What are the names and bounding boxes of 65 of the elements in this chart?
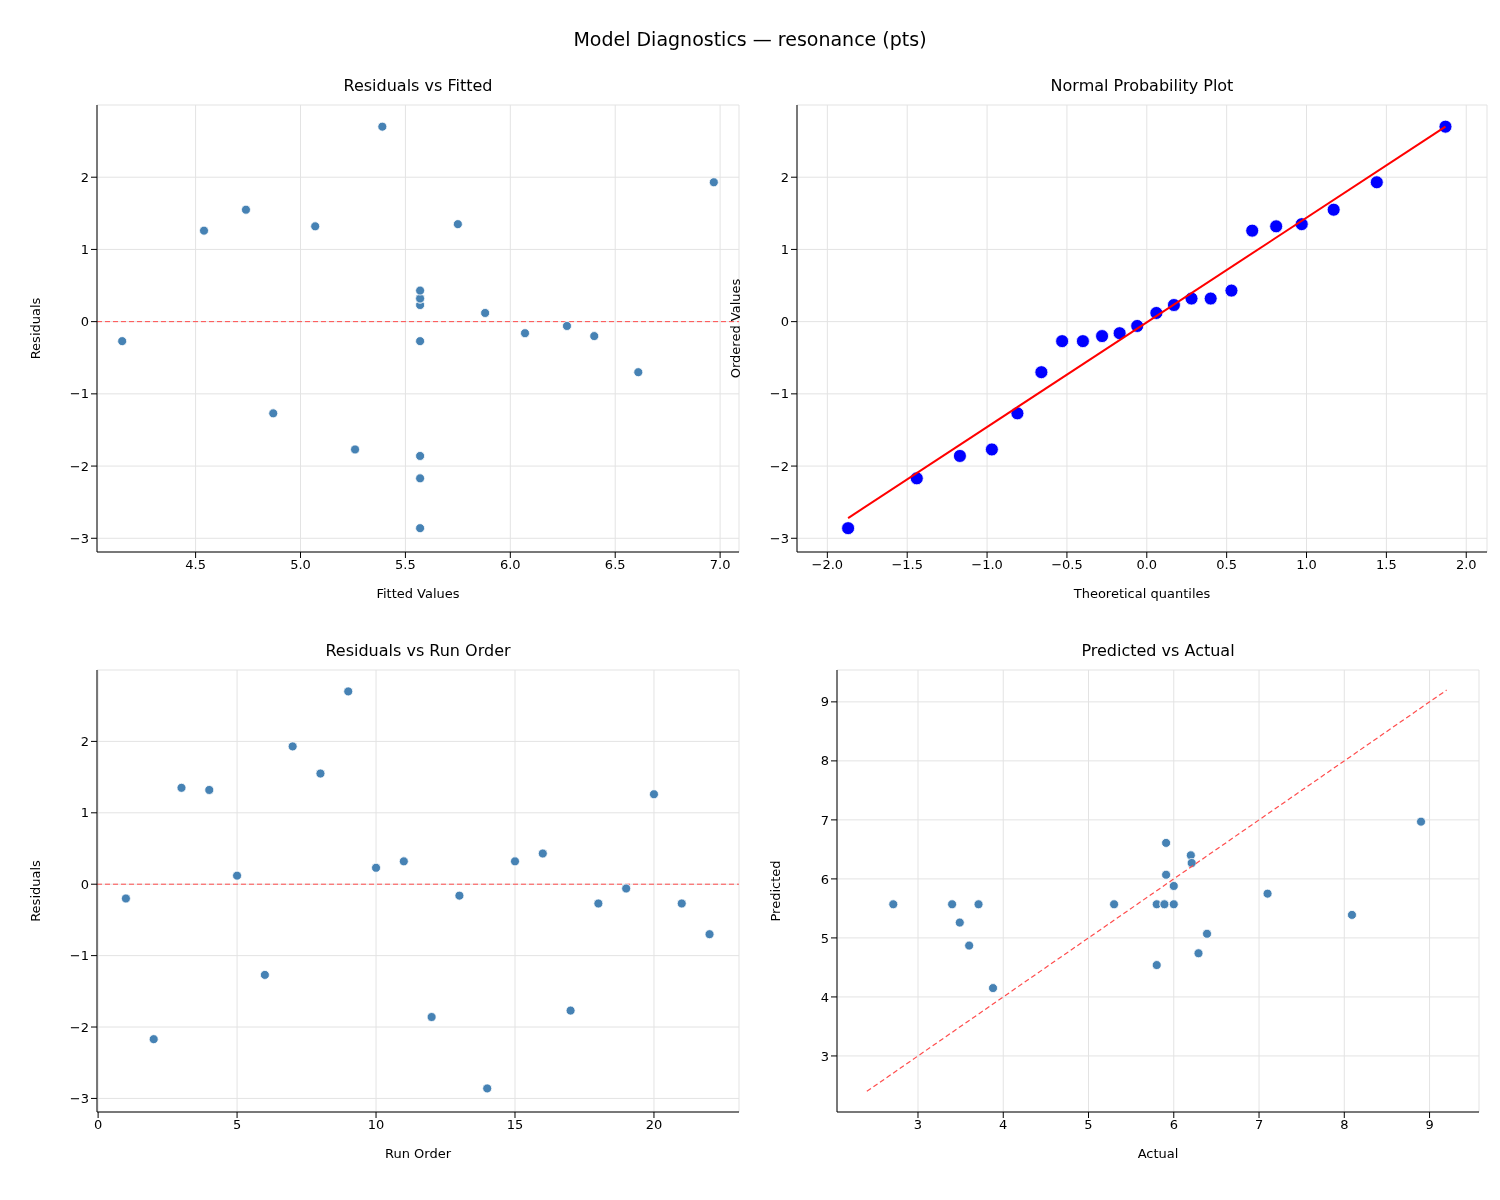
y-tick-label: −1 bbox=[69, 948, 89, 964]
y-tick-label: 2 bbox=[80, 734, 89, 750]
x-tick-label: 6.5 bbox=[604, 557, 626, 573]
x-tick-label: 0.5 bbox=[1216, 557, 1237, 573]
y-tick-label: −2 bbox=[769, 458, 789, 474]
x-tick-label: −2.0 bbox=[811, 557, 844, 573]
y-tick-label: 1 bbox=[780, 242, 789, 258]
y-tick-label: −1 bbox=[769, 386, 789, 402]
y-tick-label: −3 bbox=[69, 530, 89, 546]
x-tick-label: 6 bbox=[1169, 1117, 1178, 1133]
x-axis-title: Fitted Values bbox=[376, 586, 460, 601]
x-axis-title: Run Order bbox=[384, 1146, 452, 1161]
x-tick-label: 2.0 bbox=[1455, 557, 1477, 573]
chart-title: Normal Probability Plot bbox=[1049, 75, 1235, 97]
y-tick-label: −3 bbox=[769, 530, 789, 546]
y-axis-title: Residuals bbox=[27, 297, 43, 360]
y-tick-label: 0 bbox=[780, 314, 789, 330]
x-tick-label: 0 bbox=[93, 1117, 103, 1133]
x-tick-label: 5 bbox=[232, 1117, 242, 1133]
x-tick-label: 4 bbox=[999, 1117, 1008, 1133]
y-axis-title: Residuals bbox=[27, 859, 43, 922]
x-tick-label: 10 bbox=[367, 1117, 385, 1133]
x-axis-title: Actual bbox=[1137, 1146, 1179, 1161]
y-tick-label: 0 bbox=[80, 314, 89, 330]
x-tick-label: −1.5 bbox=[891, 557, 923, 573]
y-axis-title: Ordered Values bbox=[727, 278, 743, 379]
x-tick-label: 9 bbox=[1425, 1117, 1434, 1133]
x-tick-label: 15 bbox=[506, 1117, 524, 1133]
chart-title: Predicted vs Actual bbox=[1080, 640, 1236, 662]
y-tick-label: 9 bbox=[820, 694, 829, 710]
y-tick-label: −2 bbox=[69, 458, 89, 474]
x-tick-label: 5.5 bbox=[395, 557, 416, 573]
x-tick-label: 8 bbox=[1340, 1117, 1349, 1133]
y-tick-label: 8 bbox=[820, 753, 829, 769]
chart-title: Residuals vs Run Order bbox=[324, 640, 512, 662]
y-tick-label: 2 bbox=[80, 169, 89, 185]
y-tick-label: 4 bbox=[820, 989, 829, 1005]
text: Model Diagnostics — resonance (pts) bbox=[572, 28, 928, 50]
y-tick-label: 3 bbox=[820, 1048, 829, 1064]
x-tick-label: 3 bbox=[913, 1117, 923, 1133]
y-tick-label: 1 bbox=[80, 805, 89, 821]
x-tick-label: 5.0 bbox=[290, 557, 311, 573]
y-tick-label: 6 bbox=[820, 871, 829, 887]
chart-title: Residuals vs Fitted bbox=[342, 75, 494, 97]
y-tick-label: −2 bbox=[69, 1019, 89, 1035]
x-tick-label: 6.0 bbox=[499, 557, 521, 573]
x-tick-label: 7 bbox=[1254, 1117, 1264, 1133]
x-tick-label: 4.5 bbox=[185, 557, 206, 573]
x-tick-label: 1.0 bbox=[1296, 557, 1317, 573]
y-tick-label: 0 bbox=[80, 876, 89, 892]
x-tick-label: 5 bbox=[1084, 1117, 1093, 1133]
x-tick-label: −0.5 bbox=[1051, 557, 1083, 573]
x-tick-label: 7.0 bbox=[709, 557, 731, 573]
y-tick-label: −3 bbox=[69, 1091, 89, 1107]
x-tick-label: 20 bbox=[645, 1117, 663, 1133]
y-tick-label: 1 bbox=[80, 242, 89, 258]
y-tick-label: 7 bbox=[820, 812, 829, 828]
x-tick-label: 0.0 bbox=[1136, 557, 1158, 573]
x-tick-label: 1.5 bbox=[1376, 557, 1397, 573]
y-tick-label: −1 bbox=[69, 386, 89, 402]
x-tick-label: −1.0 bbox=[971, 557, 1003, 573]
y-tick-label: 5 bbox=[820, 930, 829, 946]
y-tick-label: 2 bbox=[780, 169, 789, 185]
y-axis-title: Predicted bbox=[767, 860, 783, 922]
x-axis-title: Theoretical quantiles bbox=[1072, 586, 1211, 601]
